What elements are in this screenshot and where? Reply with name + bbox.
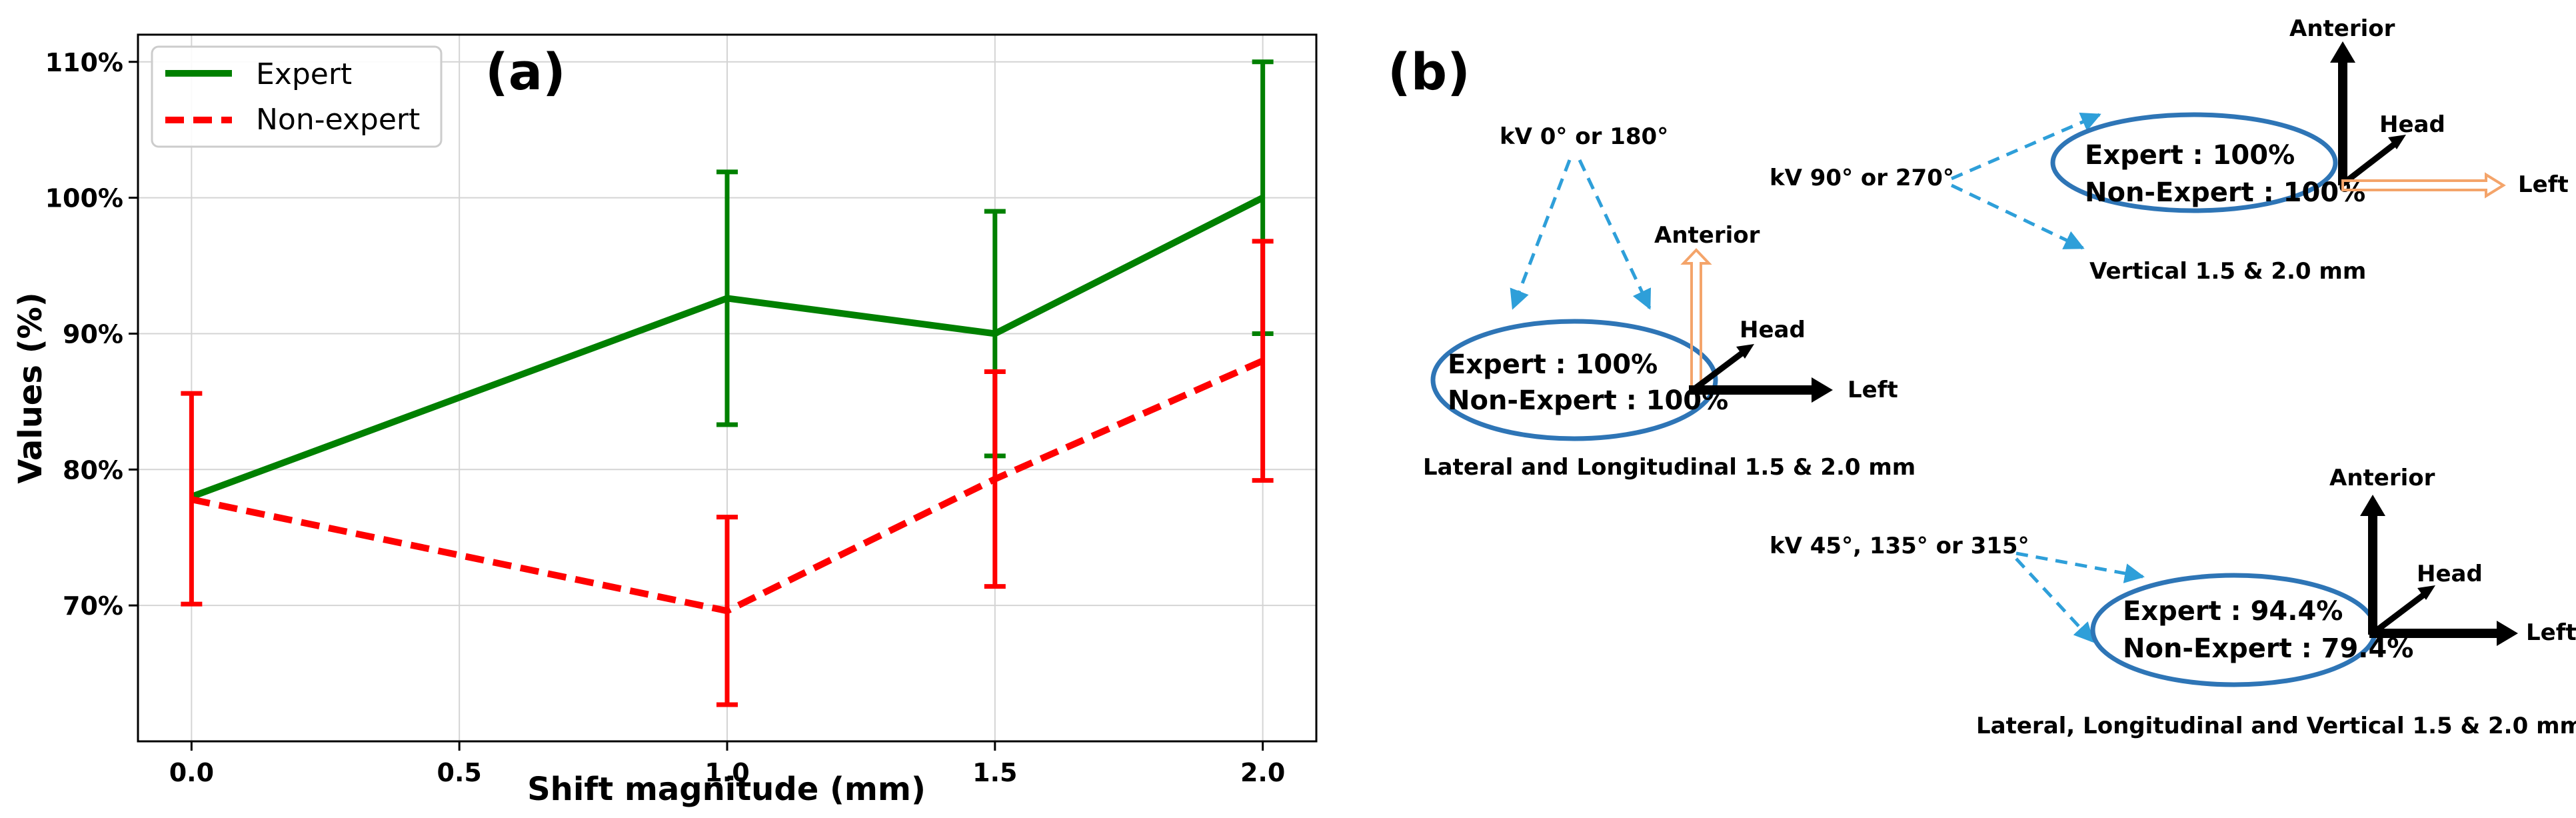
diagram1-left-arrowhead (1812, 377, 1833, 403)
diagram3-axis-left: Left (2526, 619, 2576, 646)
diagram3-axis-head: Head (2417, 561, 2483, 587)
tick-layer: 0.0 0.5 1.0 1.5 2.0 70% 80% 90% 100% 110% (45, 48, 1286, 787)
diagram2-source-label: kV 90° or 270° (1770, 165, 1954, 191)
diagram-lateral-longitudinal: kV 0° or 180° Expert : 100% Non-Expert :… (1423, 123, 1916, 481)
y-axis-label: Values (%) (12, 292, 49, 483)
x-tick-label: 0.0 (169, 758, 214, 787)
y-tick-label: 110% (45, 48, 123, 77)
diagram-vertical: kV 90° or 270° Expert : 100% Non-Expert … (1770, 15, 2569, 285)
y-tick-label: 70% (63, 591, 123, 621)
diagram2-caption: Vertical 1.5 & 2.0 mm (2089, 258, 2366, 285)
diagram2-axis-head: Head (2379, 111, 2445, 138)
panel-b-label: (b) (1388, 42, 1470, 101)
diagram3-non-expert-value: Non-Expert : 79.4% (2123, 633, 2413, 664)
panel-a-label: (a) (485, 42, 566, 101)
diagram2-anterior-arrowhead (2330, 41, 2355, 63)
diagram3-caption: Lateral, Longitudinal and Vertical 1.5 &… (1976, 713, 2576, 739)
diagram1-ellipse (1430, 319, 1718, 441)
series-line-non-expert (191, 357, 1264, 615)
diagram3-expert-value: Expert : 94.4% (2123, 596, 2343, 627)
diagram3-axis-anterior: Anterior (2329, 465, 2435, 491)
y-tick-label: 100% (45, 184, 123, 213)
diagram1-axis-left: Left (1848, 377, 1898, 403)
diagram1-expert-value: Expert : 100% (1448, 349, 1658, 380)
diagram2-expert-value: Expert : 100% (2085, 140, 2295, 171)
series-layer (181, 59, 1274, 707)
diagram-lateral-longitudinal-vertical: kV 45°, 135° or 315° Expert : 94.4% Non-… (1770, 465, 2576, 739)
legend: Expert Non-expert (151, 45, 443, 148)
diagram3-dashed-arrow-right (2015, 551, 2145, 583)
diagram3-left-arrowhead (2497, 621, 2518, 646)
diagram2-ellipse (2050, 112, 2338, 213)
legend-label-non-expert: Non-expert (256, 103, 420, 137)
diagram1-non-expert-value: Non-Expert : 100% (1448, 385, 1728, 416)
y-tick-label: 90% (63, 319, 123, 349)
diagram1-head-arrowhead (1736, 344, 1754, 359)
series-line-expert (190, 195, 1264, 500)
x-tick-label: 1.5 (972, 758, 1017, 787)
diagram1-caption: Lateral and Longitudinal 1.5 & 2.0 mm (1423, 454, 1916, 481)
diagram2-left-hollow-arrow (2341, 172, 2506, 199)
diagram-panel-b: (b) kV 0° or 180° Expert : 100% Non-Expe… (1388, 15, 2576, 739)
y-tick-label: 80% (63, 455, 123, 485)
x-tick-label: 1.0 (704, 758, 749, 787)
diagram1-axis-head: Head (1740, 317, 1806, 343)
diagram1-axis-anterior: Anterior (1654, 222, 1760, 249)
diagram2-axis-anterior: Anterior (2289, 15, 2395, 42)
diagram1-dashed-arrow-right (1578, 159, 1652, 310)
diagram2-head-axis (2341, 139, 2400, 187)
diagram3-source-label: kV 45°, 135° or 315° (1770, 533, 2029, 559)
legend-label-expert: Expert (256, 57, 352, 91)
diagram2-axis-left: Left (2518, 171, 2569, 198)
x-tick-label: 0.5 (437, 758, 482, 787)
diagram3-anterior-arrowhead (2360, 495, 2385, 516)
diagram2-dashed-arrow-up (1951, 112, 2101, 181)
diagram2-dashed-arrow-down (1950, 183, 2085, 250)
x-tick-label: 2.0 (1240, 758, 1285, 787)
diagram1-source-label: kV 0° or 180° (1500, 123, 1668, 150)
diagram1-head-axis (1691, 347, 1748, 393)
diagram3-ellipse (2090, 573, 2378, 687)
diagram1-dashed-arrow-left (1510, 159, 1572, 310)
x-axis-label: Shift magnitude (mm) (527, 771, 926, 808)
diagram3-head-axis (2371, 589, 2429, 636)
diagram3-dashed-arrow-down (2015, 557, 2095, 643)
chart-panel-a: 0.0 0.5 1.0 1.5 2.0 70% 80% 90% 100% 110% Shift m… (12, 33, 1318, 808)
diagram3-head-arrowhead (2417, 585, 2435, 600)
diagram2-non-expert-value: Non-Expert : 100% (2085, 177, 2365, 208)
diagram2-head-arrowhead (2388, 135, 2406, 149)
diagram1-anterior-hollow-arrow (1680, 248, 1712, 391)
